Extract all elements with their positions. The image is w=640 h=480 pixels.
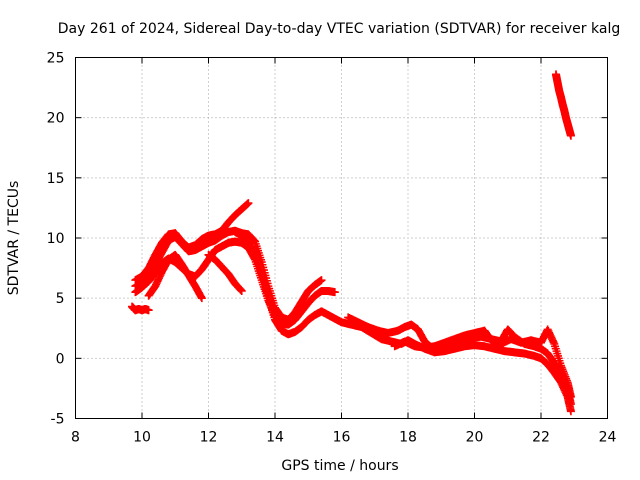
data-point: [244, 199, 253, 208]
y-axis-title: SDTVAR / TECUs: [6, 181, 22, 296]
x-tick-label: 18: [399, 430, 417, 446]
x-tick-labels: 8 10 12 14 16 18 20 22 24: [71, 430, 616, 446]
x-tick-label: 22: [532, 430, 550, 446]
x-tick-label: 20: [466, 430, 484, 446]
x-tick-label: 10: [133, 430, 151, 446]
data-markers: [128, 70, 575, 416]
data-point: [566, 400, 575, 409]
x-tick-label: 12: [200, 430, 218, 446]
data-point: [566, 131, 575, 140]
x-tick-label: 8: [71, 430, 80, 446]
y-tick-label: 25: [47, 51, 65, 67]
y-tick-label: 5: [56, 291, 65, 307]
series-track-2: [131, 226, 326, 324]
x-tick-label: 16: [333, 430, 351, 446]
data-point: [330, 288, 339, 297]
data-point: [566, 392, 575, 401]
y-tick-label: -5: [51, 412, 65, 428]
data-point: [566, 407, 575, 416]
grid: [75, 57, 608, 419]
y-tick-label: 20: [47, 111, 65, 127]
plot-frame: [75, 57, 608, 419]
y-tick-labels: -5 0 5 10 15 20 25: [47, 51, 65, 428]
data-point: [144, 306, 153, 315]
series-track-5: [204, 250, 246, 295]
y-tick-label: 15: [47, 171, 65, 187]
data-point: [317, 276, 326, 285]
data-point: [237, 286, 246, 295]
y-tick-label: 10: [47, 231, 65, 247]
series-track-8: [390, 325, 575, 401]
x-tick-label: 24: [599, 430, 617, 446]
series-track-4: [144, 250, 206, 303]
series-track-9: [128, 302, 153, 315]
series-track-10: [551, 70, 575, 140]
y-tick-label: 0: [56, 351, 65, 367]
x-tick-label: 14: [266, 430, 284, 446]
data-point: [197, 294, 206, 303]
x-axis-title: GPS time / hours: [281, 458, 398, 474]
chart-title: Day 261 of 2024, Sidereal Day-to-day VTE…: [58, 21, 620, 37]
